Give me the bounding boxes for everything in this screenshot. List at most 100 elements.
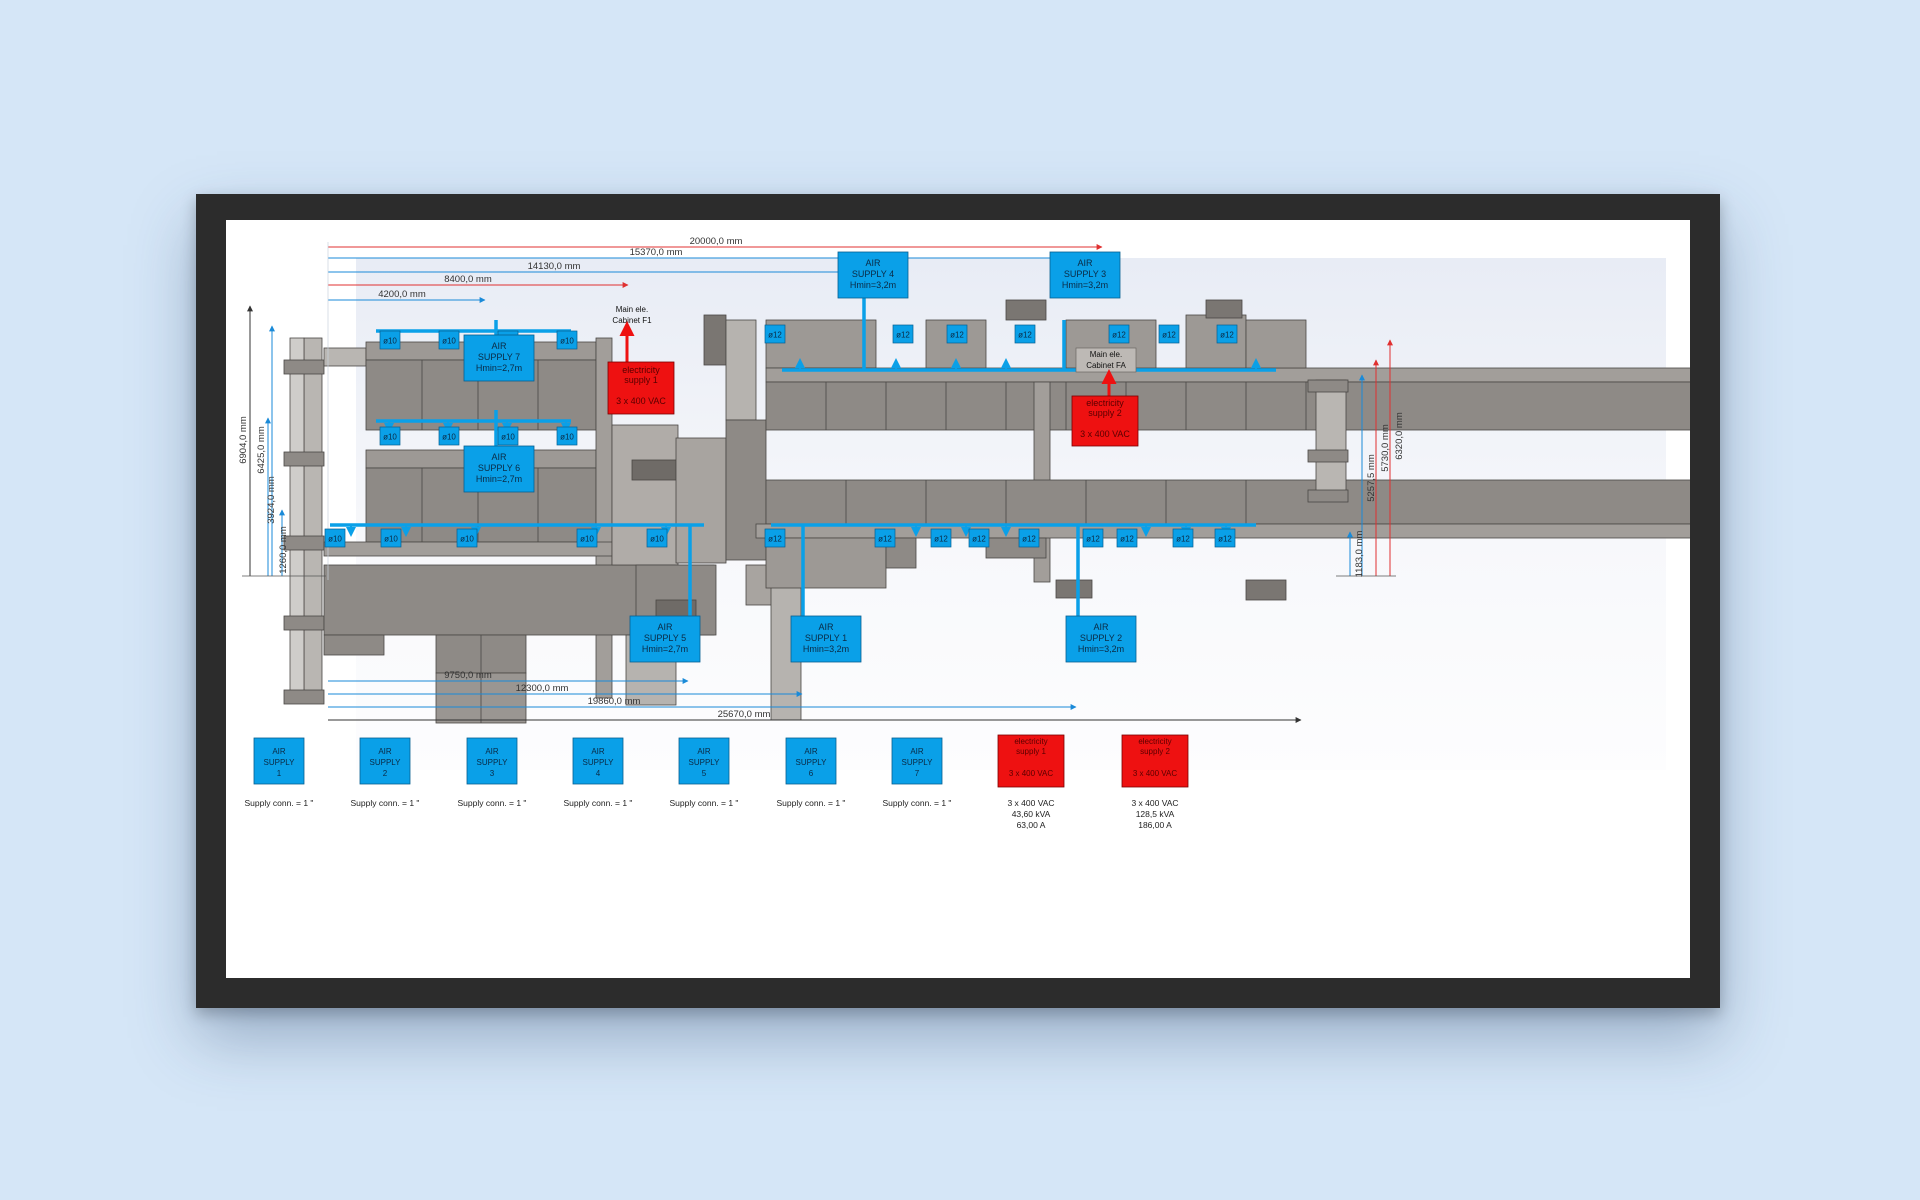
- air-supply-3-box: AIR SUPPLY 3 Hmin=3,2m: [1049, 251, 1121, 299]
- air-supply-4-box: AIR SUPPLY 4 Hmin=3,2m: [837, 251, 909, 299]
- svg-text:electricity: electricity: [622, 365, 660, 375]
- svg-text:2: 2: [383, 769, 388, 778]
- svg-text:SUPPLY 3: SUPPLY 3: [1064, 269, 1106, 279]
- cabinet-fa-label-line2: Cabinet FA: [1086, 361, 1126, 370]
- svg-text:electricity: electricity: [1086, 398, 1124, 408]
- svg-text:ø12: ø12: [896, 331, 910, 340]
- svg-text:AIR: AIR: [865, 258, 881, 268]
- svg-text:ø12: ø12: [1022, 535, 1036, 544]
- supply-legend: AIR SUPPLY 1 Supply conn. = 1 " AIR SUPPLY 2 Su…: [245, 734, 1189, 830]
- svg-text:ø10: ø10: [442, 337, 456, 346]
- svg-text:AIR: AIR: [272, 747, 286, 756]
- svg-text:AIR: AIR: [697, 747, 711, 756]
- port-d12: ø12: [892, 324, 914, 344]
- svg-text:AIR: AIR: [1077, 258, 1093, 268]
- svg-text:SUPPLY: SUPPLY: [477, 758, 509, 767]
- port-d12: ø12: [1214, 528, 1236, 548]
- legend-caption: 128,5 kVA: [1136, 809, 1175, 819]
- svg-text:7: 7: [915, 769, 920, 778]
- svg-text:ø10: ø10: [650, 535, 664, 544]
- port-d12: ø12: [1082, 528, 1104, 548]
- svg-text:supply 2: supply 2: [1088, 408, 1122, 418]
- svg-text:AIR: AIR: [804, 747, 818, 756]
- legend-caption: Supply conn. = 1 ": [883, 798, 952, 808]
- port-d10: ø10: [556, 426, 578, 446]
- port-d12: ø12: [1116, 528, 1138, 548]
- air-piping: [330, 278, 1276, 616]
- svg-text:5: 5: [702, 769, 707, 778]
- svg-text:ø12: ø12: [1218, 535, 1232, 544]
- svg-text:ø10: ø10: [580, 535, 594, 544]
- port-d10: ø10: [556, 330, 578, 350]
- port-d10: ø10: [438, 426, 460, 446]
- svg-text:Hmin=3,2m: Hmin=3,2m: [803, 644, 849, 654]
- svg-text:AIR: AIR: [591, 747, 605, 756]
- svg-text:supply 1: supply 1: [624, 375, 658, 385]
- port-d10: ø10: [379, 330, 401, 350]
- svg-text:ø10: ø10: [460, 535, 474, 544]
- port-d12: ø12: [1018, 528, 1040, 548]
- dim-bottom-19860: 19860,0 mm: [588, 696, 641, 707]
- dim-top-15370: 15370,0 mm: [630, 247, 683, 258]
- layout-drawing-sheet: 20000,0 mm 15370,0 mm 14130,0 mm 8400,0 …: [226, 220, 1690, 978]
- legend-caption: 3 x 400 VAC: [1131, 798, 1178, 808]
- port-d12: ø12: [764, 324, 786, 344]
- port-d12: ø12: [764, 528, 786, 548]
- port-d10: ø10: [456, 528, 478, 548]
- port-d10: ø10: [380, 528, 402, 548]
- air-supply-5-box: AIR SUPPLY 5 Hmin=2,7m: [629, 615, 701, 663]
- port-d10: ø10: [438, 330, 460, 350]
- svg-text:electricity: electricity: [1014, 737, 1047, 746]
- svg-text:ø10: ø10: [383, 433, 397, 442]
- legend-air-supply-1: AIR SUPPLY 1 Supply conn. = 1 ": [245, 737, 314, 808]
- svg-text:ø10: ø10: [442, 433, 456, 442]
- dim-top-4200: 4200,0 mm: [378, 289, 426, 300]
- svg-text:ø10: ø10: [384, 535, 398, 544]
- svg-text:SUPPLY: SUPPLY: [370, 758, 402, 767]
- svg-text:ø12: ø12: [1120, 535, 1134, 544]
- legend-caption: Supply conn. = 1 ": [670, 798, 739, 808]
- port-d12: ø12: [1014, 324, 1036, 344]
- dim-bottom-9750: 9750,0 mm: [444, 670, 492, 681]
- svg-text:SUPPLY 5: SUPPLY 5: [644, 633, 686, 643]
- legend-caption: Supply conn. = 1 ": [564, 798, 633, 808]
- cabinet-f1-label-line2: Cabinet F1: [612, 316, 652, 325]
- port-d12: ø12: [946, 324, 968, 344]
- svg-text:3 x 400 VAC: 3 x 400 VAC: [1080, 429, 1130, 439]
- svg-text:ø12: ø12: [1112, 331, 1126, 340]
- svg-text:Hmin=3,2m: Hmin=3,2m: [1062, 280, 1108, 290]
- svg-text:ø12: ø12: [1162, 331, 1176, 340]
- svg-text:Hmin=3,2m: Hmin=3,2m: [850, 280, 896, 290]
- svg-text:3: 3: [490, 769, 495, 778]
- legend-caption: 43,60 kVA: [1012, 809, 1051, 819]
- dim-left-6425: 6425,0 mm: [256, 426, 267, 474]
- air-supply-2-box: AIR SUPPLY 2 Hmin=3,2m: [1065, 615, 1137, 663]
- svg-text:AIR: AIR: [657, 622, 673, 632]
- legend-caption: Supply conn. = 1 ": [245, 798, 314, 808]
- svg-text:supply 1: supply 1: [1016, 747, 1046, 756]
- air-supply-7-box: AIR SUPPLY 7 Hmin=2,7m: [463, 334, 535, 382]
- svg-text:AIR: AIR: [491, 452, 507, 462]
- svg-text:SUPPLY: SUPPLY: [689, 758, 721, 767]
- electricity-supply-1-box: electricity supply 1 3 x 400 VAC: [607, 361, 675, 415]
- legend-caption: 63,00 A: [1017, 820, 1046, 830]
- svg-text:ø12: ø12: [878, 535, 892, 544]
- svg-text:4: 4: [596, 769, 601, 778]
- dim-bottom-25670: 25670,0 mm: [718, 709, 771, 720]
- legend-caption: 186,00 A: [1138, 820, 1172, 830]
- svg-text:AIR: AIR: [910, 747, 924, 756]
- air-supply-6-box: AIR SUPPLY 6 Hmin=2,7m: [463, 445, 535, 493]
- svg-text:1: 1: [277, 769, 282, 778]
- port-d10: ø10: [324, 528, 346, 548]
- svg-text:ø10: ø10: [560, 337, 574, 346]
- dim-right-5730: 5730,0 mm: [1380, 424, 1391, 472]
- dimension-lines-bottom: [328, 678, 1302, 723]
- dim-left-1260: 1260,0 mm: [278, 526, 289, 574]
- port-d10: ø10: [646, 528, 668, 548]
- dim-bottom-12300: 12300,0 mm: [516, 683, 569, 694]
- dim-right-1183: 1183,0 mm: [1354, 531, 1365, 578]
- svg-text:SUPPLY 4: SUPPLY 4: [852, 269, 894, 279]
- svg-text:ø12: ø12: [950, 331, 964, 340]
- factory-layout-drawing: 20000,0 mm 15370,0 mm 14130,0 mm 8400,0 …: [238, 236, 1690, 830]
- dim-top-8400: 8400,0 mm: [444, 274, 492, 285]
